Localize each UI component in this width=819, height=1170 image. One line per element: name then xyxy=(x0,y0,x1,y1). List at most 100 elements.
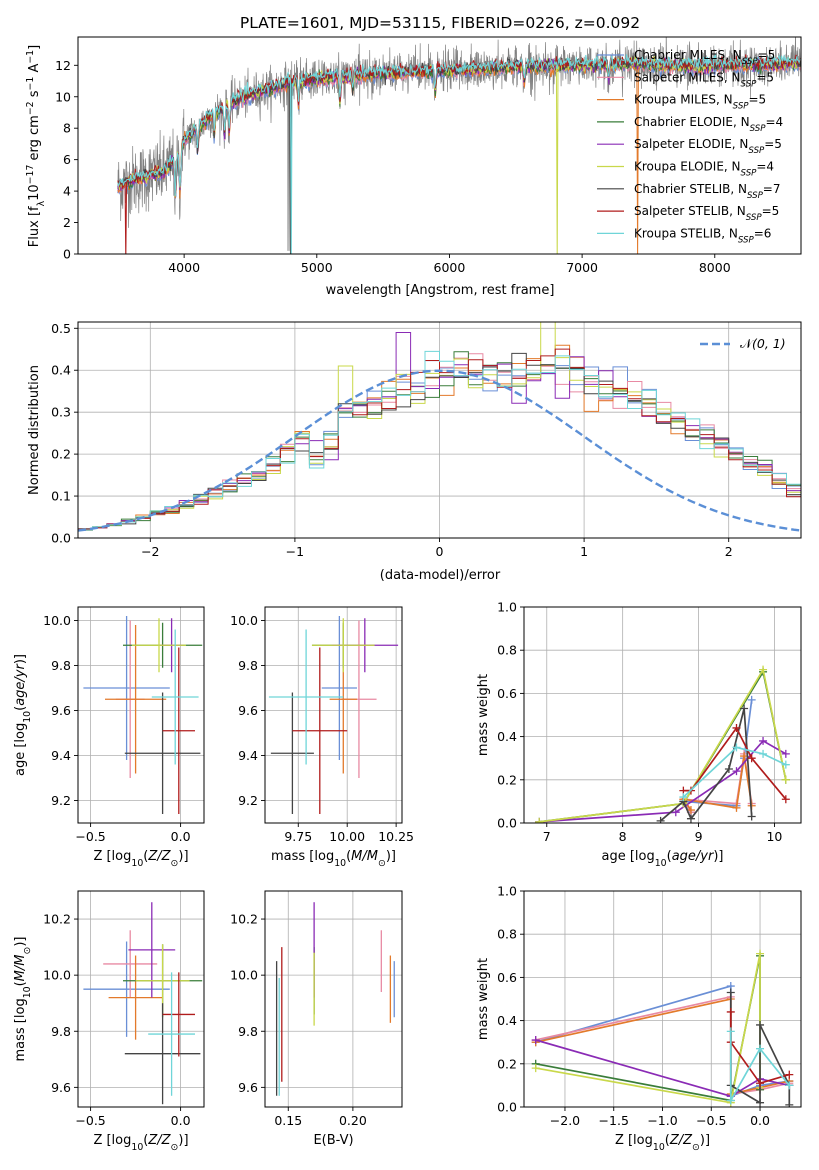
plot-area xyxy=(535,665,790,823)
y-tick-label: 9.6 xyxy=(51,703,71,718)
x-tick-label: 0 xyxy=(436,544,444,559)
grid-lines xyxy=(265,891,402,1107)
weight-marker xyxy=(732,803,741,812)
series-chabrier-stelib xyxy=(656,704,756,823)
y-tick-label: 1.0 xyxy=(497,600,517,615)
x-tick-label: −0.5 xyxy=(696,1113,726,1128)
weight-marker xyxy=(726,1096,735,1105)
x-tick-label: 7 xyxy=(543,829,551,844)
axes-frame xyxy=(264,890,403,1108)
legend-label: Salpeter MILES, NSSP=5 xyxy=(634,70,774,89)
x-tick-label: 0.20 xyxy=(339,1113,367,1128)
x-tick-label: 0.15 xyxy=(274,1113,302,1128)
y-tick-label: 0.3 xyxy=(51,405,71,420)
axis-ticks: −0.5 0.0 9.6 9.8 10.0 10.2 xyxy=(43,912,190,1128)
histogram-step-salpeter-elodie xyxy=(78,332,801,538)
y-axis-label: mass weight xyxy=(476,674,491,756)
y-tick-label: 0.4 xyxy=(497,1013,517,1028)
y-tick-label: 2 xyxy=(63,215,71,230)
y-axis-label: Flux [fλ10−17 erg cm−2 s−1 A−1] xyxy=(25,45,47,247)
plot-area xyxy=(83,616,203,814)
errorbar-chabrier-stelib xyxy=(124,692,201,814)
weight-line xyxy=(535,953,761,1104)
y-tick-label: 10.0 xyxy=(230,613,258,628)
plot-mass_vs_Z: −0.5 0.0 9.6 9.8 10.0 10.2 Z [log10(Z/Z⊙)] mass… xyxy=(13,890,205,1153)
weight-marker xyxy=(781,760,790,769)
grid-lines xyxy=(265,607,402,823)
errorbar-chabrier-stelib xyxy=(270,692,314,814)
errorbar-salpeter-elodie xyxy=(128,902,176,998)
y-tick-label: 9.8 xyxy=(51,658,71,673)
errorbar-kroupa-stelib xyxy=(268,629,344,765)
weight-marker xyxy=(756,1044,765,1053)
weight-marker xyxy=(531,1036,540,1045)
y-tick-label: 10.2 xyxy=(230,912,258,927)
weight-marker xyxy=(531,1064,540,1073)
legend-label: Kroupa MILES, NSSP=5 xyxy=(634,93,766,112)
weight-marker xyxy=(785,1070,794,1079)
series-salpeter-elodie xyxy=(535,736,790,823)
y-tick-label: 10.0 xyxy=(43,968,71,983)
weight-marker xyxy=(781,795,790,804)
y-tick-label: 1.0 xyxy=(497,884,517,899)
y-tick-label: 8 xyxy=(63,121,71,136)
weight-marker xyxy=(781,775,790,784)
y-tick-label: 9.6 xyxy=(238,1080,258,1095)
x-axis-label: (data-model)/error xyxy=(380,568,501,583)
plot-area xyxy=(117,37,801,254)
errorbar-chabrier-miles xyxy=(83,616,170,760)
y-tick-label: 0.2 xyxy=(497,772,517,787)
x-tick-label: 8 xyxy=(619,829,627,844)
y-tick-label: 0 xyxy=(63,247,71,262)
errorbar-salpeter-stelib xyxy=(292,647,348,814)
axes-frame xyxy=(77,321,802,539)
weight-line xyxy=(729,1012,790,1085)
x-tick-label: −2 xyxy=(141,544,159,559)
weight-marker xyxy=(724,765,733,773)
figure-title: PLATE=1601, MJD=53115, FIBERID=0226, z=0… xyxy=(240,14,640,32)
errorbar-salpeter-stelib xyxy=(162,647,195,814)
weight-marker xyxy=(759,736,768,745)
weight-marker xyxy=(756,1098,765,1107)
weight-marker xyxy=(656,816,665,823)
errorbar-kroupa-stelib xyxy=(151,629,199,765)
weight-marker xyxy=(747,695,756,704)
y-tick-label: 4 xyxy=(63,184,71,199)
weight-line xyxy=(535,1039,790,1098)
y-tick-label: 10.0 xyxy=(43,613,71,628)
x-axis-label: mass [log10(M/M⊙)] xyxy=(271,849,396,869)
errorbar-chabrier-miles xyxy=(83,941,170,1037)
axis-ticks: 0.15 0.20 9.6 9.8 10.0 10.2 xyxy=(230,912,367,1128)
weight-marker xyxy=(785,1081,794,1090)
x-axis-label: Z [log10(Z/Z⊙)] xyxy=(93,1133,188,1153)
y-tick-label: 9.8 xyxy=(238,1024,258,1039)
weight-marker xyxy=(732,743,741,752)
plot-area xyxy=(531,949,794,1107)
x-axis-label: age [log10(age/yr)] xyxy=(601,849,723,869)
grid-lines xyxy=(524,606,801,824)
x-tick-label: 1 xyxy=(580,544,588,559)
errorbar-kroupa-stelib xyxy=(148,972,195,1096)
axis-ticks: 9.75 10.00 10.25 9.2 9.4 9.6 9.8 10.0 xyxy=(230,613,414,844)
x-tick-label: 0.0 xyxy=(171,829,191,844)
y-tick-label: 9.2 xyxy=(51,793,71,808)
series-kroupa-stelib xyxy=(679,743,790,802)
y-tick-label: 9.8 xyxy=(51,1024,71,1039)
weight-marker xyxy=(679,793,688,802)
y-tick-label: 0.5 xyxy=(51,321,71,336)
weight-marker xyxy=(726,1027,735,1036)
axis-ticks: 4000 5000 6000 7000 8000 0 2 4 6 8 10 12 xyxy=(55,58,731,275)
legend-label: Chabrier MILES, NSSP=5 xyxy=(634,48,775,67)
plot-weight_vs_age: 7 8 9 10 0.0 0.2 0.4 0.6 0.8 1.0 age [log10(age/yr… xyxy=(476,600,802,869)
weight-marker xyxy=(747,812,756,821)
x-tick-label: 0.0 xyxy=(171,1113,191,1128)
y-tick-label: 0.4 xyxy=(51,363,71,378)
x-tick-label: 7000 xyxy=(566,260,598,275)
weight-marker xyxy=(759,749,768,758)
axis-ticks: −2 −1 0 1 2 0.0 0.1 0.2 0.3 0.4 0.5 xyxy=(51,321,733,559)
errorbar-salpeter-miles xyxy=(103,930,158,998)
weight-line xyxy=(682,746,787,798)
legend-label: 𝒩(0, 1) xyxy=(740,336,786,351)
x-tick-label: 4000 xyxy=(168,260,200,275)
